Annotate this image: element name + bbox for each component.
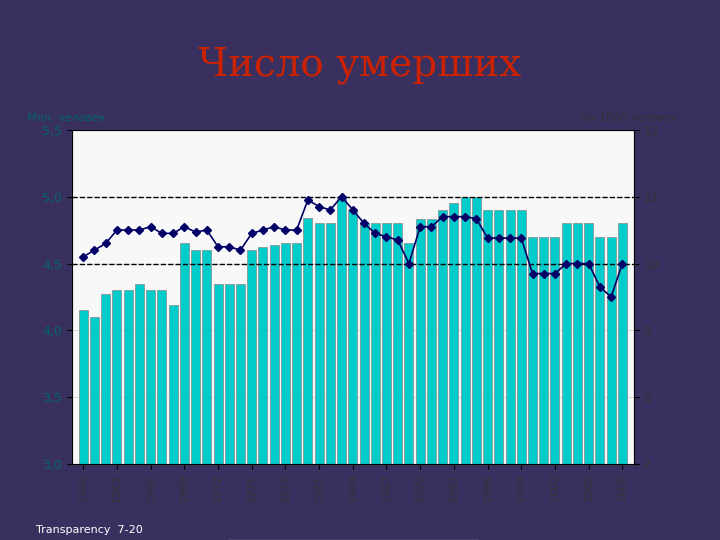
Bar bbox=[573, 224, 582, 540]
Bar bbox=[214, 284, 222, 540]
Bar bbox=[505, 210, 515, 540]
Bar bbox=[371, 224, 379, 540]
Bar bbox=[539, 237, 548, 540]
Bar bbox=[281, 244, 290, 540]
Bar bbox=[292, 244, 301, 540]
Text: На 1000 человек: На 1000 человек bbox=[580, 113, 678, 123]
Bar bbox=[191, 250, 200, 540]
Bar bbox=[247, 250, 256, 540]
Bar bbox=[135, 284, 144, 540]
Bar bbox=[78, 310, 88, 540]
Bar bbox=[124, 291, 132, 540]
Bar bbox=[258, 247, 267, 540]
Bar bbox=[146, 291, 155, 540]
Bar bbox=[270, 245, 279, 540]
Bar bbox=[551, 237, 559, 540]
Bar bbox=[359, 224, 369, 540]
Bar bbox=[618, 224, 627, 540]
Bar bbox=[517, 210, 526, 540]
Bar bbox=[382, 224, 391, 540]
Bar bbox=[337, 197, 346, 540]
Bar bbox=[348, 210, 357, 540]
Bar bbox=[595, 237, 604, 540]
Bar bbox=[393, 224, 402, 540]
Bar bbox=[483, 210, 492, 540]
Bar bbox=[112, 291, 122, 540]
Bar bbox=[315, 224, 323, 540]
Bar bbox=[180, 244, 189, 540]
Bar bbox=[495, 210, 503, 540]
Bar bbox=[461, 197, 469, 540]
Bar bbox=[90, 317, 99, 540]
Bar bbox=[562, 224, 571, 540]
Bar bbox=[427, 219, 436, 540]
Bar bbox=[326, 224, 335, 540]
Bar bbox=[202, 250, 211, 540]
Bar bbox=[303, 218, 312, 540]
Text: Число умерших: Число умерших bbox=[199, 46, 521, 84]
Bar bbox=[528, 237, 537, 540]
Text: Transparency  7-20: Transparency 7-20 bbox=[36, 524, 143, 535]
Bar bbox=[472, 197, 481, 540]
Bar bbox=[438, 210, 447, 540]
Bar bbox=[415, 219, 425, 540]
Bar bbox=[102, 294, 110, 540]
Bar bbox=[168, 305, 178, 540]
Bar bbox=[449, 203, 459, 540]
Bar bbox=[405, 244, 413, 540]
Bar bbox=[236, 284, 245, 540]
Bar bbox=[607, 237, 616, 540]
Bar bbox=[225, 284, 234, 540]
Text: Млн. человек: Млн. человек bbox=[27, 113, 106, 123]
Bar bbox=[584, 224, 593, 540]
Bar bbox=[158, 291, 166, 540]
